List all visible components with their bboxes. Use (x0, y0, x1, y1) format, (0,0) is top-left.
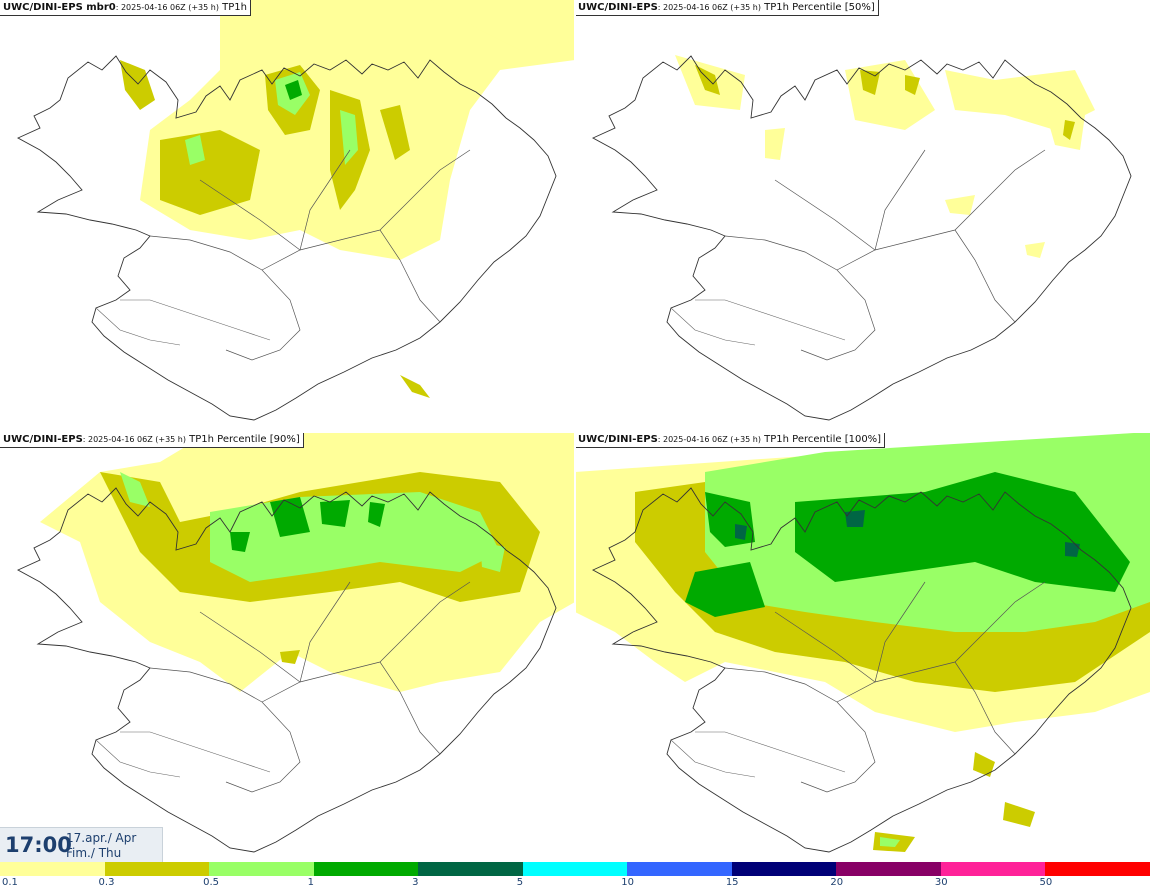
legend-tick-label: 20 (830, 877, 844, 888)
model-name: UWC/DINI-EPS (3, 434, 83, 445)
valid-time: 17:00 (5, 833, 72, 857)
map-p100 (575, 432, 1150, 853)
field-name: TP1h Percentile [50%] (760, 2, 875, 13)
legend-tick-label: 30 (934, 877, 948, 888)
legend-tick-label: 10 (621, 877, 634, 888)
legend-tick-label: 0.5 (203, 877, 219, 888)
field-name: TP1h Percentile [100%] (760, 434, 882, 445)
legend-swatch (627, 862, 733, 876)
valid-date-line1: 17.apr./ Apr (66, 831, 137, 845)
legend-tick-label: 0.1 (2, 877, 18, 888)
legend-tick-label: 3 (412, 877, 419, 888)
map-panel-p100: UWC/DINI-EPS: 2025-04-16 06Z (+35 h) TP1… (575, 432, 1150, 864)
panel-title-p100: UWC/DINI-EPS: 2025-04-16 06Z (+35 h) TP1… (575, 432, 886, 448)
legend-swatch (1045, 862, 1150, 876)
legend-tick-label: 5 (516, 877, 524, 888)
run-info: : 2025-04-16 06Z (+35 h) (115, 3, 219, 12)
legend-swatch (209, 862, 315, 876)
legend-swatch (418, 862, 524, 876)
map-panel-mbr0: UWC/DINI-EPS mbr0: 2025-04-16 06Z (+35 h… (0, 0, 575, 432)
map-p90 (17, 432, 575, 853)
legend-tick-label: 1 (307, 877, 314, 888)
legend-swatch (940, 862, 1046, 876)
legend-swatch (836, 862, 942, 876)
model-name: UWC/DINI-EPS (578, 434, 658, 445)
legend-tick-label: 0.3 (98, 877, 115, 888)
map-p50 (592, 55, 1132, 421)
field-name: TP1h Percentile [90%] (185, 434, 300, 445)
panel-title-p90: UWC/DINI-EPS: 2025-04-16 06Z (+35 h) TP1… (0, 432, 304, 448)
run-info: : 2025-04-16 06Z (+35 h) (82, 435, 186, 444)
run-info: : 2025-04-16 06Z (+35 h) (657, 435, 761, 444)
legend-swatch (0, 862, 106, 876)
panel-divider-horizontal (0, 430, 1150, 433)
legend-tick-label: 15 (725, 877, 739, 888)
map-mbr0 (17, 0, 575, 421)
model-name: UWC/DINI-EPS mbr0 (3, 2, 116, 13)
legend-swatch (731, 862, 837, 876)
model-name: UWC/DINI-EPS (578, 2, 658, 13)
precipitation-legend: 0.1 0.3 0.5 1 3 5 10 15 20 30 50 (0, 862, 1150, 891)
map-panel-p50: UWC/DINI-EPS: 2025-04-16 06Z (+35 h) TP1… (575, 0, 1150, 432)
panel-title-p50: UWC/DINI-EPS: 2025-04-16 06Z (+35 h) TP1… (575, 0, 879, 16)
field-name: TP1h (218, 2, 247, 13)
run-info: : 2025-04-16 06Z (+35 h) (657, 3, 761, 12)
legend-swatch (104, 862, 210, 876)
valid-date-line2: Fim./ Thu (66, 846, 122, 860)
legend-swatch (522, 862, 628, 876)
valid-time-box: 17:00 17.apr./ Apr Fim./ Thu (0, 827, 163, 863)
legend-tick-label: 50 (1039, 877, 1053, 888)
panel-title-mbr0: UWC/DINI-EPS mbr0: 2025-04-16 06Z (+35 h… (0, 0, 251, 16)
legend-swatch (313, 862, 419, 876)
map-panel-p90: UWC/DINI-EPS: 2025-04-16 06Z (+35 h) TP1… (0, 432, 575, 864)
